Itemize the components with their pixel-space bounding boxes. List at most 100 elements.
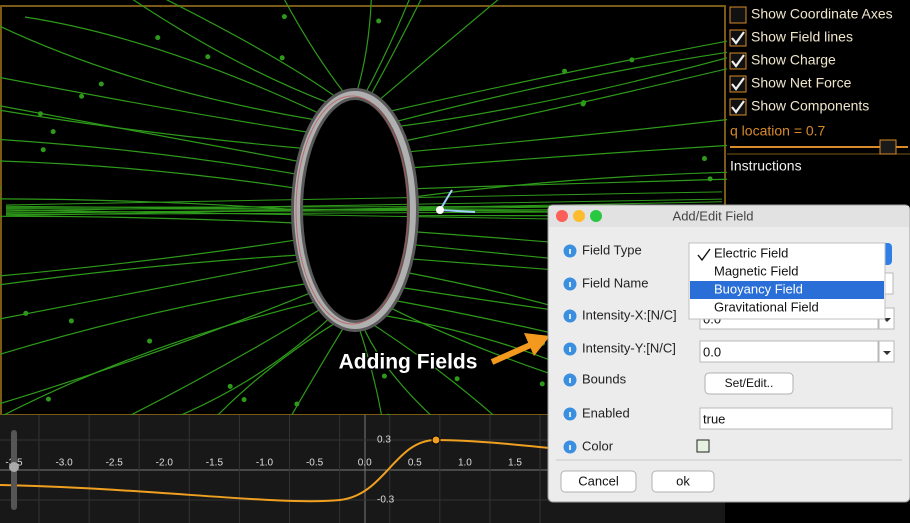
- field-line: [283, 0, 347, 96]
- dropdown-option[interactable]: Electric Field: [714, 245, 788, 260]
- color-swatch[interactable]: [696, 439, 710, 453]
- field-label: Color: [582, 438, 614, 453]
- field-value[interactable]: true: [703, 411, 725, 426]
- check-mark: [731, 54, 745, 68]
- x-tick-label: 1.0: [458, 458, 472, 469]
- charge: [436, 206, 444, 214]
- field-line: [412, 173, 910, 190]
- option-label[interactable]: Show Field lines: [751, 29, 853, 45]
- close-button[interactable]: [556, 210, 568, 222]
- field-arrow: [381, 373, 387, 379]
- option-label[interactable]: Show Coordinate Axes: [751, 6, 893, 22]
- field-line: [412, 170, 910, 198]
- field-line: [385, 33, 765, 113]
- info-icon-glyph: [569, 445, 571, 450]
- field-line: [0, 25, 319, 121]
- option-label[interactable]: Show Net Force: [751, 75, 852, 91]
- x-tick-label: 0.5: [408, 458, 422, 469]
- instructions-title: Instructions: [730, 158, 802, 174]
- minimize-button[interactable]: [573, 210, 585, 222]
- dialog-button-label[interactable]: ok: [676, 473, 690, 488]
- dropdown-option[interactable]: Gravitational Field: [714, 299, 819, 314]
- dialog: Add/Edit Field Field Type Field Name Inten…: [547, 204, 910, 503]
- field-line: [0, 76, 312, 134]
- control-panel: q location = 0.7 Instructions Show Coord…: [727, 0, 910, 180]
- dropdown-option[interactable]: Buoyancy Field: [714, 281, 803, 296]
- x-tick-label: 0.0: [358, 458, 372, 469]
- dropdown-option[interactable]: Magnetic Field: [714, 263, 799, 278]
- field-line: [0, 238, 300, 277]
- button[interactable]: [704, 372, 794, 395]
- dialog-button[interactable]: [560, 470, 637, 493]
- field-line: [0, 138, 300, 176]
- field-label: Field Name: [582, 275, 648, 290]
- field-arrow: [155, 35, 161, 41]
- zoom-thumb[interactable]: [9, 462, 19, 472]
- button-label[interactable]: Set/Edit..: [725, 376, 774, 390]
- ring-edge: [295, 95, 409, 325]
- checkbox[interactable]: [729, 6, 747, 24]
- x-tick-label: -3.0: [55, 458, 73, 469]
- x-tick-label: -2.0: [156, 458, 174, 469]
- field-arrow: [454, 376, 460, 382]
- field-label: Enabled: [582, 405, 630, 420]
- field-line: [355, 0, 372, 95]
- info-icon-glyph: [569, 347, 571, 352]
- ring: [294, 91, 416, 329]
- field-arrow: [50, 129, 56, 135]
- y-tick-label: 0.3: [377, 435, 391, 446]
- field-line: [0, 215, 298, 224]
- info-icon-glyph: [569, 249, 571, 254]
- field-arrow: [562, 68, 568, 74]
- dialog-button[interactable]: [651, 470, 715, 493]
- x-tick-label: -1.0: [256, 458, 274, 469]
- field-arrow: [98, 81, 104, 87]
- x-tick-label: -0.5: [306, 458, 324, 469]
- field-arrow: [294, 401, 300, 407]
- field-line: [165, 0, 339, 100]
- check-mark: [697, 248, 711, 262]
- field-arrow: [147, 338, 153, 344]
- field-arrow: [79, 93, 85, 99]
- info-icon-glyph: [569, 412, 571, 417]
- field-line: [132, 0, 332, 105]
- test-charge: [436, 189, 476, 214]
- zoom-button[interactable]: [590, 210, 602, 222]
- field-label: Field Type: [582, 242, 642, 257]
- field-arrow: [701, 156, 707, 162]
- field-line: [376, 0, 499, 103]
- slider-thumb[interactable]: [879, 139, 897, 155]
- dialog-button-label[interactable]: Cancel: [578, 473, 619, 488]
- x-tick-label: 1.5: [508, 458, 522, 469]
- text-field[interactable]: [699, 407, 893, 430]
- field-label: Intensity-X:[N/C]: [582, 307, 677, 322]
- field-line: [0, 198, 298, 211]
- option-label[interactable]: Show Charge: [751, 52, 836, 68]
- field-line: [0, 291, 315, 405]
- text-field[interactable]: [699, 340, 879, 363]
- field-arrow: [580, 101, 586, 107]
- field-line: [5, 191, 723, 206]
- option-label[interactable]: Show Components: [751, 98, 869, 114]
- field-arrow: [68, 318, 74, 324]
- field-arrow: [707, 176, 713, 182]
- field-line: [2, 300, 320, 416]
- highlight: [690, 281, 884, 299]
- check-mark: [731, 100, 745, 114]
- field-line: [5, 201, 723, 217]
- field-line: [0, 160, 299, 190]
- dialog-title: Add/Edit Field: [673, 208, 754, 223]
- info-icon-glyph: [569, 378, 571, 383]
- arrow-shaft: [490, 340, 537, 365]
- field-line: [5, 198, 723, 212]
- field-line: [24, 16, 323, 116]
- field-line: [363, 0, 410, 96]
- field-arrow: [23, 310, 29, 316]
- field-arrow: [279, 55, 285, 61]
- annotation: Adding Fields: [339, 351, 478, 374]
- field-arrow: [205, 54, 211, 60]
- field-arrow: [45, 396, 51, 402]
- field-value[interactable]: 0.0: [703, 344, 721, 359]
- field-arrow: [376, 18, 382, 24]
